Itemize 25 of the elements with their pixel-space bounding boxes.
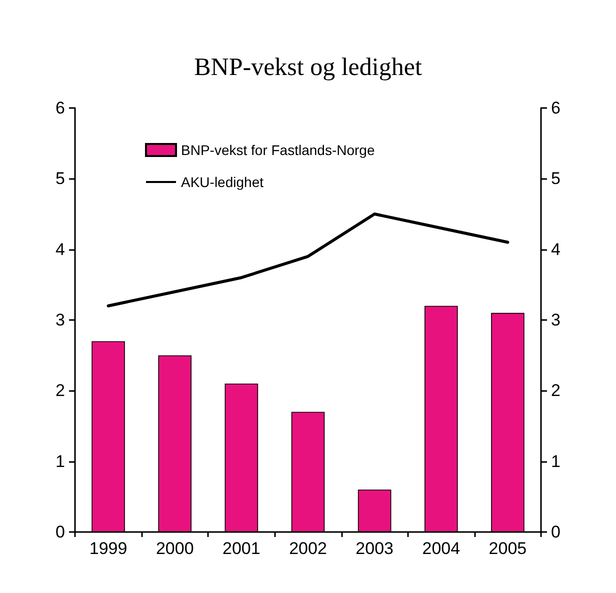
line-series [106,212,510,308]
x-tick-label: 1999 [89,539,128,558]
legend-label: BNP-vekst for Fastlands-Norge [181,142,375,158]
x-tick-label: 2000 [156,539,194,558]
x-tick-label: 2001 [222,539,260,558]
y-tick-label: 1 [56,452,65,471]
x-tick-label: 2004 [422,539,460,558]
y2-tick-label: 6 [551,98,560,118]
x-tick-label: 2003 [356,539,394,558]
legend-label: AKU-ledighet [181,174,264,190]
y-tick-label: 3 [56,310,65,330]
y-tick-label: 6 [56,98,65,118]
x-tick-label: 2005 [488,539,527,558]
y-tick-label: 2 [56,381,65,400]
y-tick-label: 5 [56,169,65,188]
y2-tick-label: 4 [551,240,560,259]
y-tick-label: 4 [56,240,65,259]
x-tick-label: 2002 [289,539,327,558]
y2-tick-label: 2 [551,381,560,400]
y2-tick-label: 5 [551,169,560,188]
y2-tick-label: 1 [551,452,560,471]
y2-tick-label: 3 [551,310,560,330]
y-tick-label: 0 [56,522,65,542]
chart-title: BNP-vekst og ledighet [194,54,422,81]
y2-tick-label: 0 [551,522,560,542]
